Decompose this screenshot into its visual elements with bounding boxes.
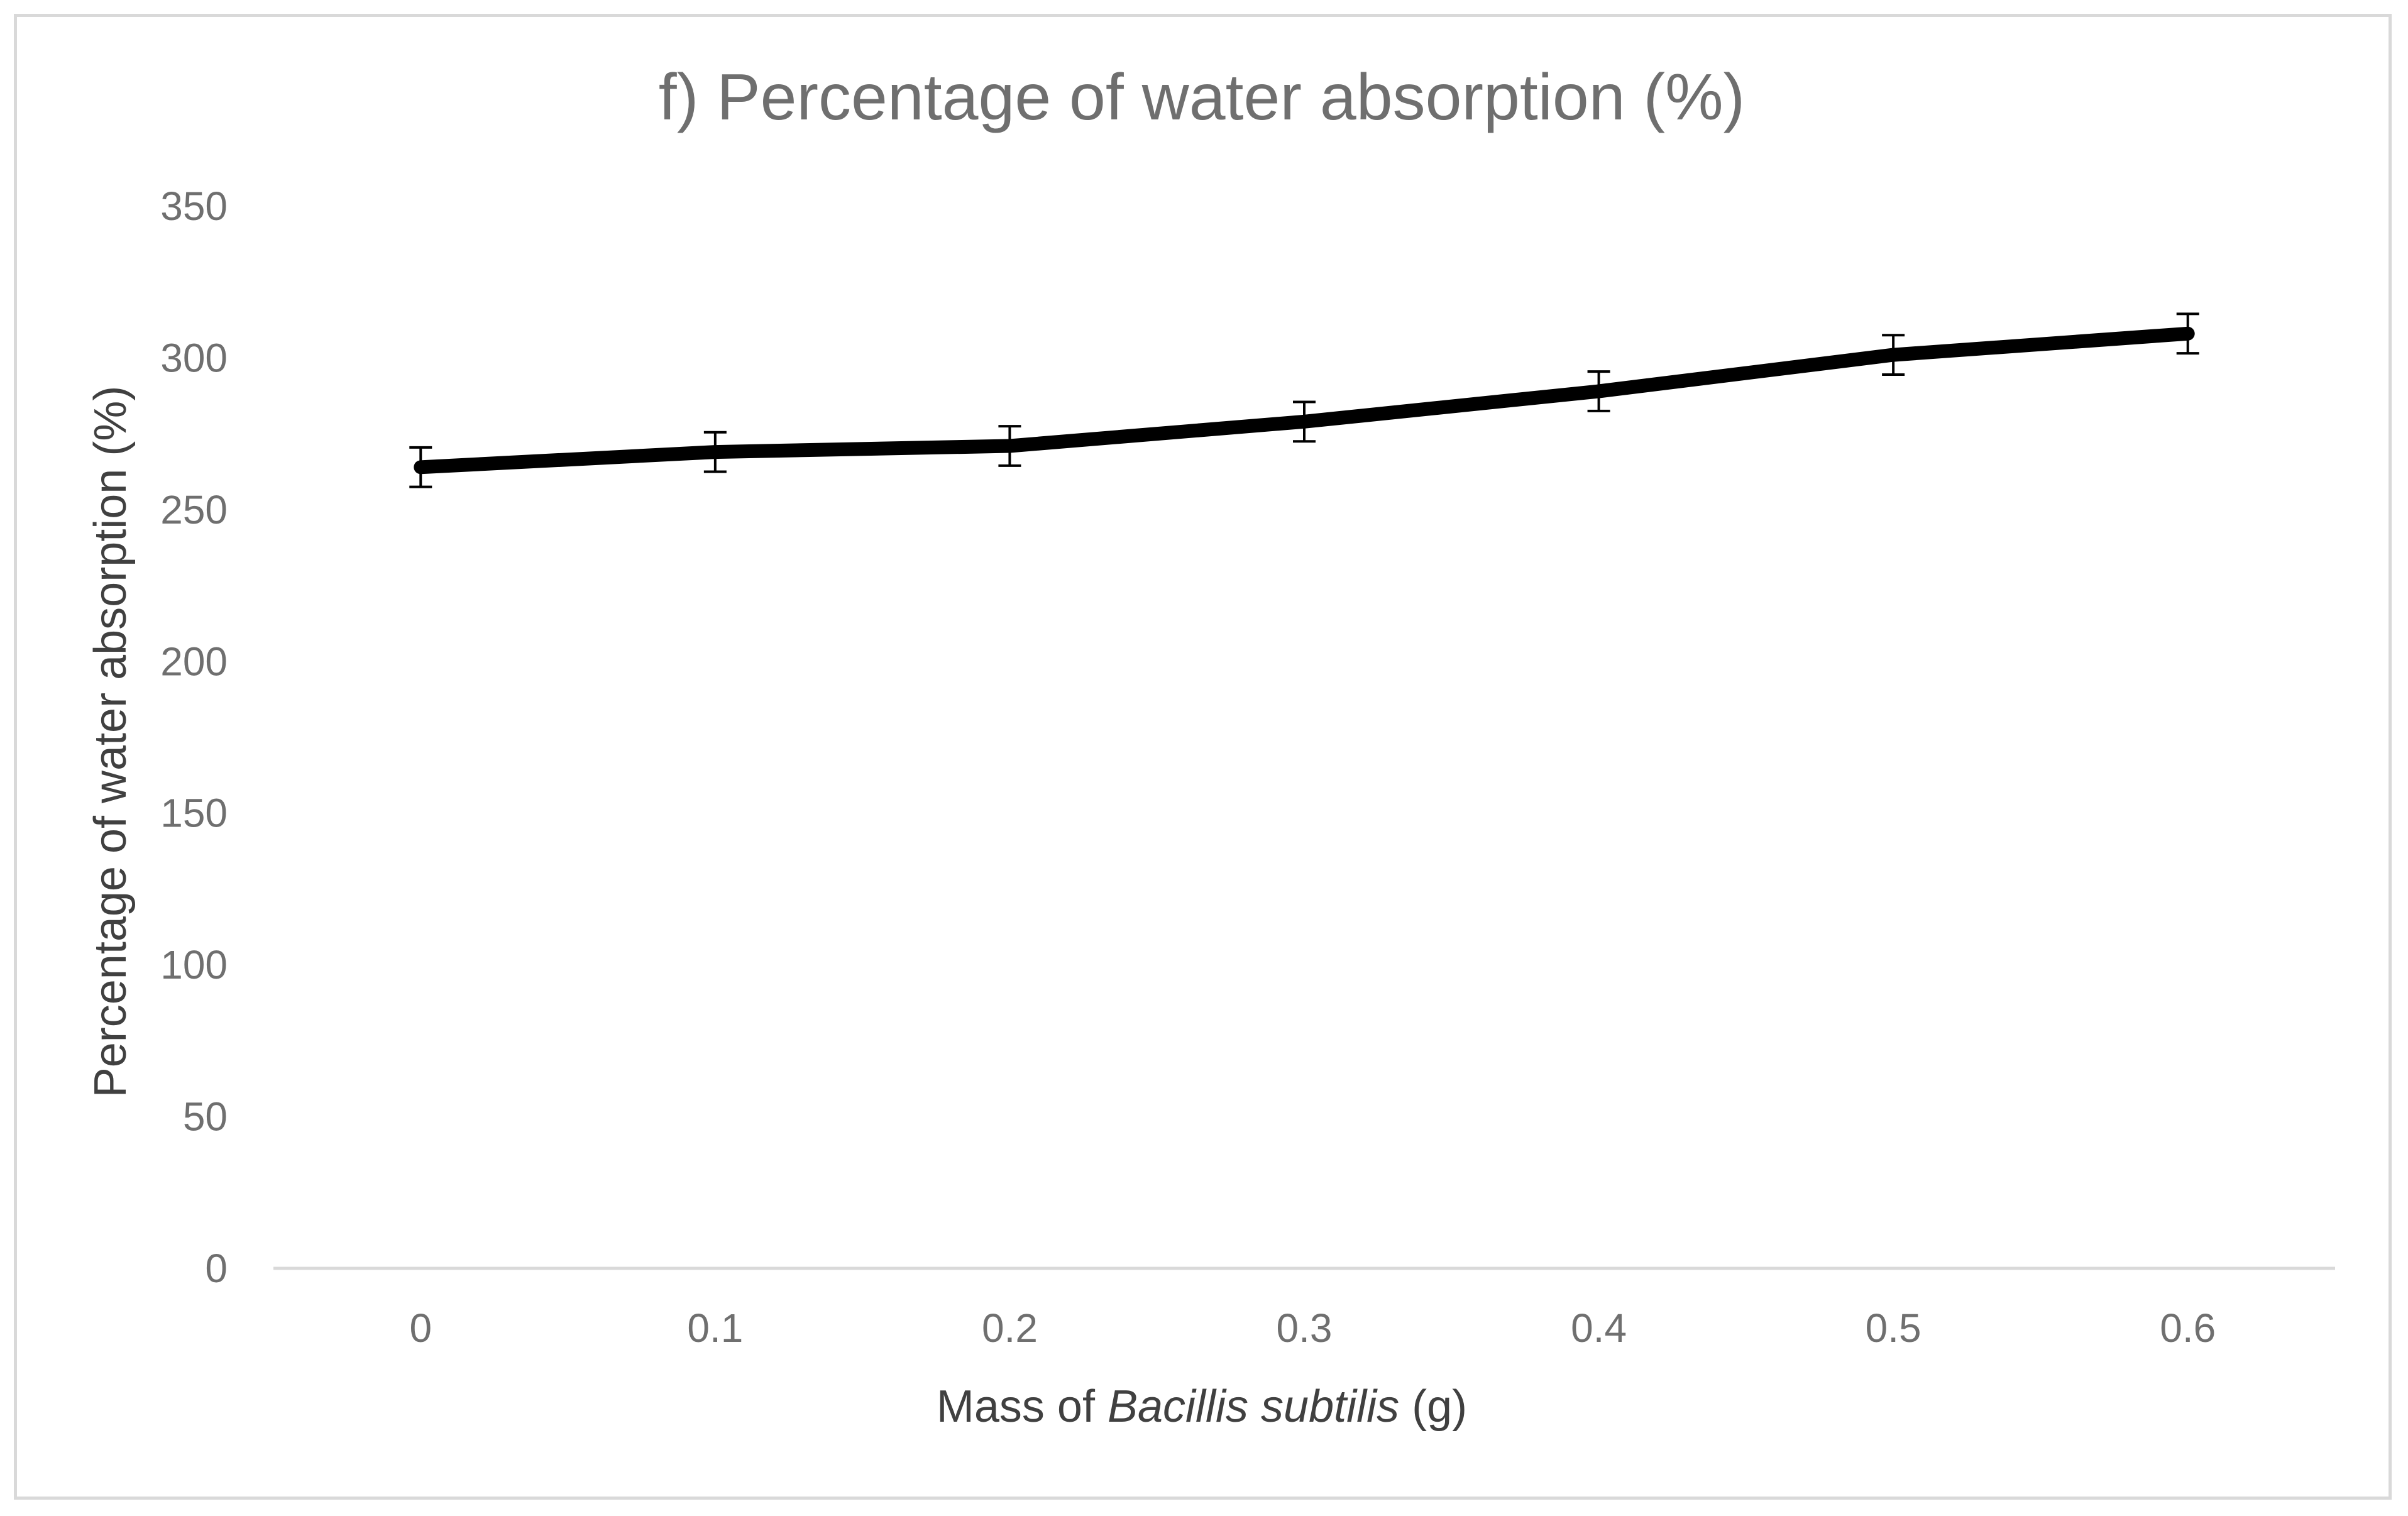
- x-axis-title-prefix: Mass of: [937, 1381, 1108, 1432]
- y-tick-label: 300: [160, 335, 228, 380]
- x-axis-title: Mass of Bacillis subtilis (g): [937, 1381, 1467, 1432]
- x-tick-label: 0.5: [1866, 1305, 1921, 1351]
- chart-frame: [14, 14, 2392, 1500]
- x-tick-label: 0.2: [982, 1305, 1038, 1351]
- error-bars: [409, 312, 2199, 488]
- y-tick-label: 200: [160, 639, 228, 684]
- y-tick-label: 150: [160, 791, 228, 836]
- chart-title: f) Percentage of water absorption (%): [659, 61, 1745, 134]
- y-tick-label: 50: [183, 1094, 228, 1140]
- y-axis-ticks: 0 50 100 150 200 250 300 350: [160, 184, 228, 1291]
- y-tick-label: 0: [205, 1246, 228, 1291]
- x-tick-label: 0.1: [687, 1305, 743, 1351]
- x-tick-label: 0.6: [2160, 1305, 2216, 1351]
- x-axis-title-organism: Bacillis subtilis: [1108, 1381, 1399, 1432]
- x-axis-ticks: 0 0.1 0.2 0.3 0.4 0.5 0.6: [409, 1305, 2216, 1351]
- y-axis-title: Percentage of water absorption (%): [85, 386, 136, 1098]
- y-tick-label: 350: [160, 184, 228, 229]
- x-tick-label: 0.3: [1277, 1305, 1333, 1351]
- y-tick-label: 250: [160, 487, 228, 532]
- x-tick-label: 0.4: [1571, 1305, 1627, 1351]
- y-tick-label: 100: [160, 942, 228, 987]
- series-line: [414, 326, 2195, 475]
- x-tick-label: 0: [409, 1305, 432, 1351]
- x-axis-title-unit: (g): [1399, 1381, 1467, 1432]
